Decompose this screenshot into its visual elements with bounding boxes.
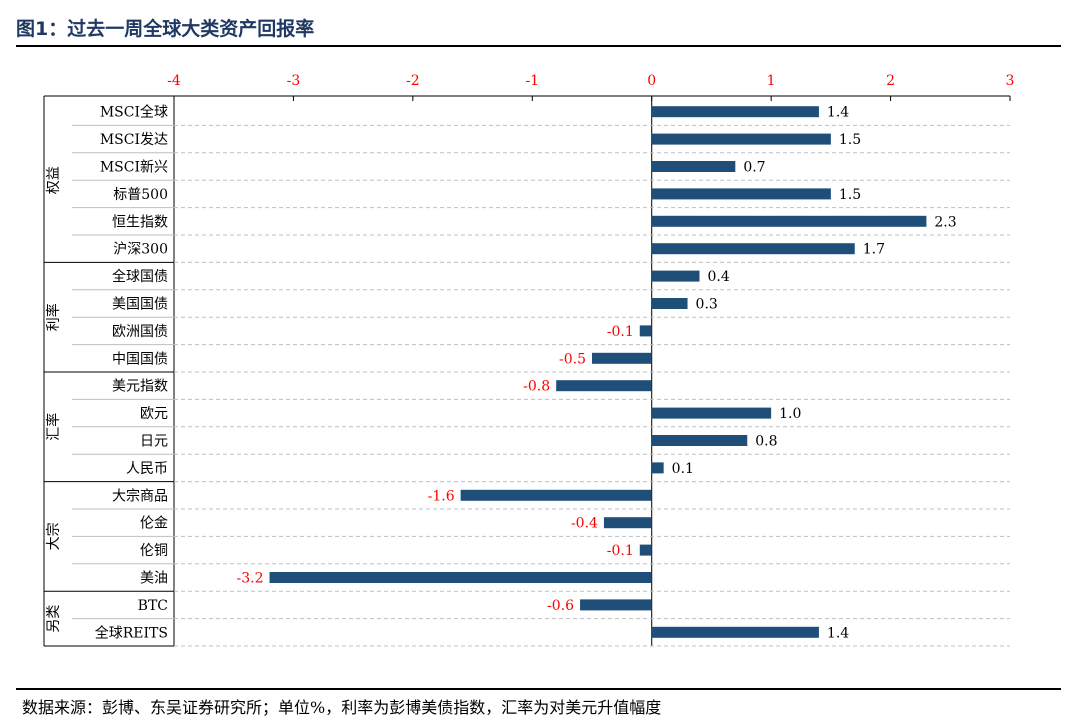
category-label: 欧元 [140, 406, 168, 422]
bar [651, 215, 927, 227]
category-label: MSCI发达 [100, 132, 168, 148]
category-label: 全球REITS [95, 624, 168, 641]
x-tick-label: -4 [167, 73, 181, 89]
group-label: 利率 [45, 303, 62, 331]
data-label: 1.0 [779, 406, 801, 422]
category-label: 美国国债 [112, 297, 168, 313]
data-label: 1.4 [827, 625, 849, 641]
x-tick-label: 1 [767, 73, 776, 89]
category-label: 沪深300 [113, 242, 168, 258]
data-label: -0.6 [547, 598, 574, 614]
bar-chart: -4 -3 -2 -1 0 1 2 3 MSCI全球 1.4 MSCI发达 1.5 MSCI新兴 0.7 标… [43, 73, 1015, 647]
bar [651, 243, 855, 255]
bar [639, 325, 652, 337]
bar [269, 572, 652, 583]
data-label: 0.8 [755, 434, 777, 450]
group-label: 权益 [46, 166, 62, 194]
bar [651, 298, 688, 309]
bar [651, 270, 700, 282]
category-label: 大宗商品 [112, 488, 168, 504]
x-tick-label: 0 [647, 73, 656, 89]
data-label: -0.8 [523, 379, 550, 395]
data-label: 0.4 [707, 269, 729, 285]
data-label: -0.5 [559, 351, 586, 367]
group-label: 汇率 [45, 413, 62, 441]
source-rule [16, 688, 1061, 690]
x-tick-label: 3 [1006, 73, 1015, 89]
data-label: 1.5 [839, 132, 861, 148]
data-label: -3.2 [237, 571, 264, 587]
category-label: 美元指数 [112, 379, 168, 395]
category-label: 人民币 [126, 461, 168, 477]
bar [651, 106, 819, 118]
category-label: MSCI新兴 [100, 160, 168, 176]
bar [460, 489, 652, 501]
bar [556, 380, 652, 392]
bar [580, 599, 652, 611]
category-label: 日元 [140, 434, 168, 450]
data-label: 1.5 [839, 187, 861, 203]
data-label: -1.6 [428, 488, 455, 504]
category-label: 全球国债 [112, 268, 168, 285]
group-label: 大宗 [46, 522, 62, 550]
bar [603, 517, 652, 529]
x-tick-label: -1 [525, 73, 539, 89]
data-label: -0.4 [571, 516, 598, 532]
bar [639, 544, 652, 556]
data-label: 1.7 [863, 242, 885, 258]
group-label: 另类 [46, 605, 62, 633]
category-label: 标普500 [113, 187, 168, 203]
category-label: MSCI全球 [100, 104, 168, 121]
chart-title: 图1：过去一周全球大类资产回报率 [16, 18, 315, 40]
category-label: 美油 [140, 571, 168, 587]
data-label: -0.1 [607, 543, 634, 559]
source-note: 数据来源：彭博、东吴证券研究所；单位%，利率为彭博美债指数，汇率为对美元升值幅度 [22, 698, 662, 717]
x-tick-label: -3 [287, 73, 301, 89]
bar [651, 161, 736, 172]
bar [592, 352, 652, 364]
category-label: 伦铜 [140, 543, 168, 559]
x-tick-label: 2 [886, 73, 895, 89]
bar [651, 188, 831, 200]
bar [651, 626, 819, 638]
category-label: 恒生指数 [112, 214, 168, 230]
bar [651, 133, 831, 145]
data-label: 0.3 [696, 297, 718, 313]
data-label: -0.1 [607, 324, 634, 340]
category-label: 欧洲国债 [112, 324, 168, 340]
bar [651, 435, 748, 446]
x-tick-label: -2 [406, 73, 420, 89]
title-rule [16, 45, 1061, 47]
bar [651, 407, 772, 419]
data-label: 2.3 [934, 214, 956, 230]
data-label: 1.4 [827, 105, 849, 121]
data-label: 0.1 [672, 461, 694, 477]
data-label: 0.7 [743, 160, 765, 176]
bar [651, 462, 664, 474]
category-label: 中国国债 [112, 351, 168, 367]
category-label: BTC [138, 598, 168, 614]
category-label: 伦金 [140, 516, 168, 532]
